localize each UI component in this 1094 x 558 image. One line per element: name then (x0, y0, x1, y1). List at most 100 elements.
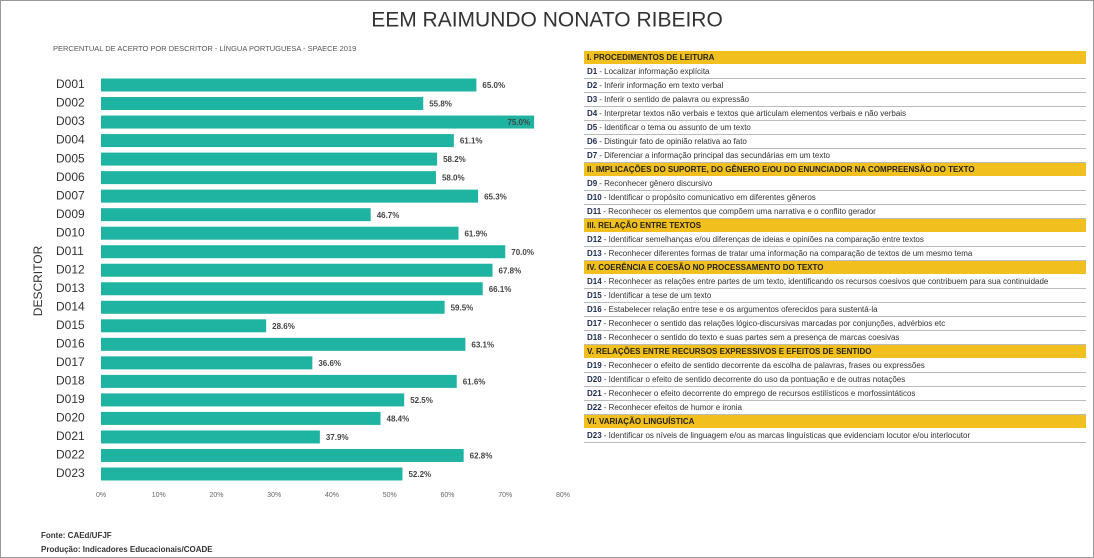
value-label: 66.1% (489, 285, 512, 294)
y-tick-label: D009 (56, 207, 85, 221)
y-tick-label: D003 (56, 114, 85, 128)
y-tick-label: D001 (56, 77, 85, 91)
section-heading: VI. VARIAÇÃO LINGUÍSTICA (584, 415, 1086, 429)
descriptor-code: D2 (587, 81, 598, 90)
descriptor-code: D1 (587, 67, 598, 76)
y-tick-label: D002 (56, 96, 85, 110)
descriptor-text: - Estabelecer relação entre tese e os ar… (603, 305, 878, 314)
descriptor-text: - Identificar semelhanças e/ou diferença… (603, 235, 924, 244)
bar (101, 226, 459, 240)
y-tick-label: D010 (56, 225, 85, 239)
y-axis-label: DESCRITOR (31, 245, 45, 316)
footer-source: Fonte: CAEd/UFJF (41, 531, 112, 540)
y-tick-label: D011 (56, 244, 84, 258)
descriptor-text: - Localizar informação explícita (599, 67, 710, 76)
x-tick-label: 70% (498, 492, 512, 499)
value-label: 46.7% (377, 211, 400, 220)
descriptor-row: D3- Inferir o sentido de palavra ou expr… (584, 93, 1086, 107)
descriptor-row: D16- Estabelecer relação entre tese e os… (584, 303, 1086, 317)
descriptor-code: D16 (587, 305, 602, 314)
value-label: 63.1% (471, 340, 494, 349)
value-label: 52.5% (410, 396, 433, 405)
bar (101, 337, 466, 351)
x-tick-label: 0% (96, 492, 106, 499)
descriptor-text: - Identificar os níveis de linguagem e/o… (603, 431, 971, 440)
descriptor-text: - Identificar o efeito de sentido decorr… (603, 375, 906, 384)
value-label: 58.0% (442, 174, 465, 183)
x-tick-label: 80% (556, 492, 570, 499)
value-label: 52.2% (408, 470, 431, 479)
descriptor-code: D10 (587, 193, 602, 202)
descriptor-code: D13 (587, 249, 602, 258)
bar (101, 393, 405, 407)
bar (101, 448, 464, 462)
descriptor-table: I. PROCEDIMENTOS DE LEITURA D1- Localizar… (584, 51, 1086, 443)
x-tick-label: 40% (325, 492, 339, 499)
value-label: 65.0% (482, 81, 505, 90)
descriptor-row: D22- Reconhecer efeitos de humor e ironi… (584, 401, 1086, 415)
descriptor-row: D7- Diferenciar a informação principal d… (584, 149, 1086, 163)
descriptor-text: - Reconhecer gênero discursivo (599, 179, 713, 188)
descriptor-row: D12- Identificar semelhanças e/ou difere… (584, 233, 1086, 247)
descriptor-row: D17- Reconhecer o sentido das relações l… (584, 317, 1086, 331)
descriptor-text: - Inferir informação em texto verbal (599, 81, 724, 90)
value-label: 58.2% (443, 155, 466, 164)
descriptor-code: D23 (587, 431, 602, 440)
bar (101, 282, 483, 296)
descriptor-code: D3 (587, 95, 598, 104)
descriptor-text: - Identificar o propósito comunicativo e… (603, 193, 816, 202)
bar (101, 263, 493, 277)
bar (101, 189, 479, 203)
descriptor-row: D11- Reconhecer os elementos que compõem… (584, 205, 1086, 219)
descriptor-code: D19 (587, 361, 602, 370)
bar (101, 78, 477, 92)
descriptor-row: D18- Reconhecer o sentido do texto e sua… (584, 331, 1086, 345)
value-label: 61.6% (463, 377, 486, 386)
x-tick-label: 20% (209, 492, 223, 499)
x-tick-label: 30% (267, 492, 281, 499)
y-tick-label: D020 (56, 411, 85, 425)
x-tick-label: 60% (440, 492, 454, 499)
descriptor-row: D23- Identificar os níveis de linguagem … (584, 429, 1086, 443)
value-label: 28.6% (272, 322, 295, 331)
y-tick-label: D016 (56, 337, 85, 351)
bar (101, 115, 535, 129)
section-heading: II. IMPLICAÇÕES DO SUPORTE, DO GÊNERO E/… (584, 163, 1086, 177)
value-label: 36.6% (318, 359, 341, 368)
value-label: 55.8% (429, 100, 452, 109)
descriptor-code: D15 (587, 291, 602, 300)
y-tick-label: D022 (56, 448, 85, 462)
descriptor-text: - Reconhecer o sentido das relações lógi… (603, 319, 946, 328)
chart-title: PERCENTUAL DE ACERTO POR DESCRITOR - LÍN… (53, 44, 356, 53)
footer-production: Produção: Indicadores Educacionais/COADE (41, 545, 213, 554)
descriptor-text: - Reconhecer o efeito de sentido decorre… (603, 361, 925, 370)
y-tick-label: D012 (56, 262, 85, 276)
descriptor-text: - Identificar a tese de um texto (603, 291, 712, 300)
descriptor-code: D18 (587, 333, 602, 342)
value-label: 75.0% (507, 118, 530, 127)
y-tick-label: D015 (56, 318, 85, 332)
x-tick-label: 10% (152, 492, 166, 499)
y-tick-label: D023 (56, 466, 85, 480)
y-tick-label: D006 (56, 170, 85, 184)
y-tick-label: D013 (56, 281, 85, 295)
value-label: 37.9% (326, 433, 349, 442)
descriptor-row: D15- Identificar a tese de um texto (584, 289, 1086, 303)
bar (101, 374, 457, 388)
bar (101, 134, 454, 148)
descriptor-text: - Diferenciar a informação principal das… (599, 151, 831, 160)
descriptor-code: D4 (587, 109, 598, 118)
descriptor-text: - Reconhecer diferentes formas de tratar… (603, 249, 973, 258)
descriptor-code: D9 (587, 179, 598, 188)
descriptor-code: D17 (587, 319, 602, 328)
y-tick-label: D017 (56, 355, 85, 369)
descriptor-code: D20 (587, 375, 602, 384)
descriptor-code: D6 (587, 137, 598, 146)
section-heading: IV. COERÊNCIA E COESÃO NO PROCESSAMENTO … (584, 261, 1086, 275)
y-tick-label: D018 (56, 374, 85, 388)
y-tick-label: D007 (56, 188, 85, 202)
value-label: 62.8% (470, 452, 493, 461)
section-heading: I. PROCEDIMENTOS DE LEITURA (584, 51, 1086, 65)
descriptor-row: D5- Identificar o tema ou assunto de um … (584, 121, 1086, 135)
